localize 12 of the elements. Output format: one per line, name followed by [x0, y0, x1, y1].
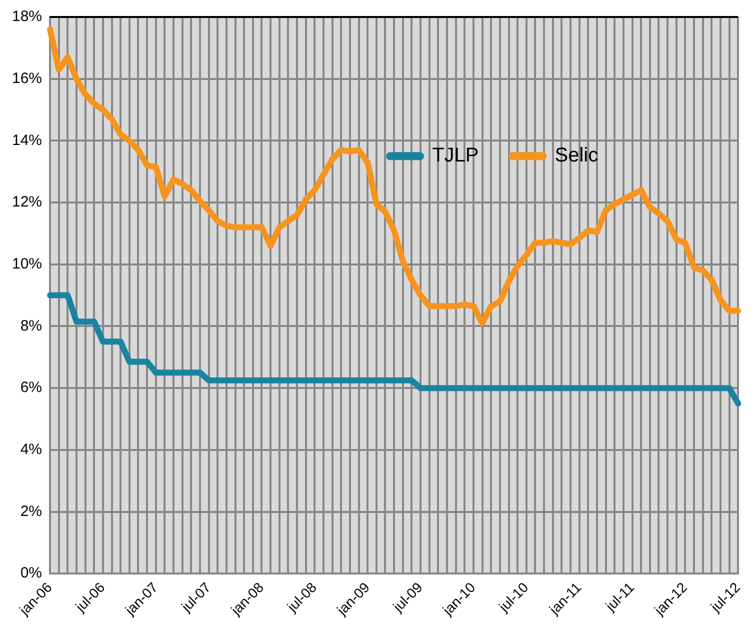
y-tick-label: 18% [12, 8, 42, 26]
y-tick-label: 8% [20, 317, 42, 334]
y-tick-label: 10% [12, 256, 42, 273]
y-tick-label: 16% [12, 70, 42, 87]
y-tick-label: 12% [12, 194, 42, 211]
legend-label: Selic [554, 144, 598, 167]
y-tick-label: 2% [20, 502, 42, 520]
y-tick-label: 14% [12, 132, 42, 149]
y-tick-label: 4% [20, 441, 42, 458]
legend-label: TJLP [432, 144, 479, 167]
y-tick-label: 6% [20, 379, 42, 396]
y-tick-label: 0% [20, 564, 42, 582]
